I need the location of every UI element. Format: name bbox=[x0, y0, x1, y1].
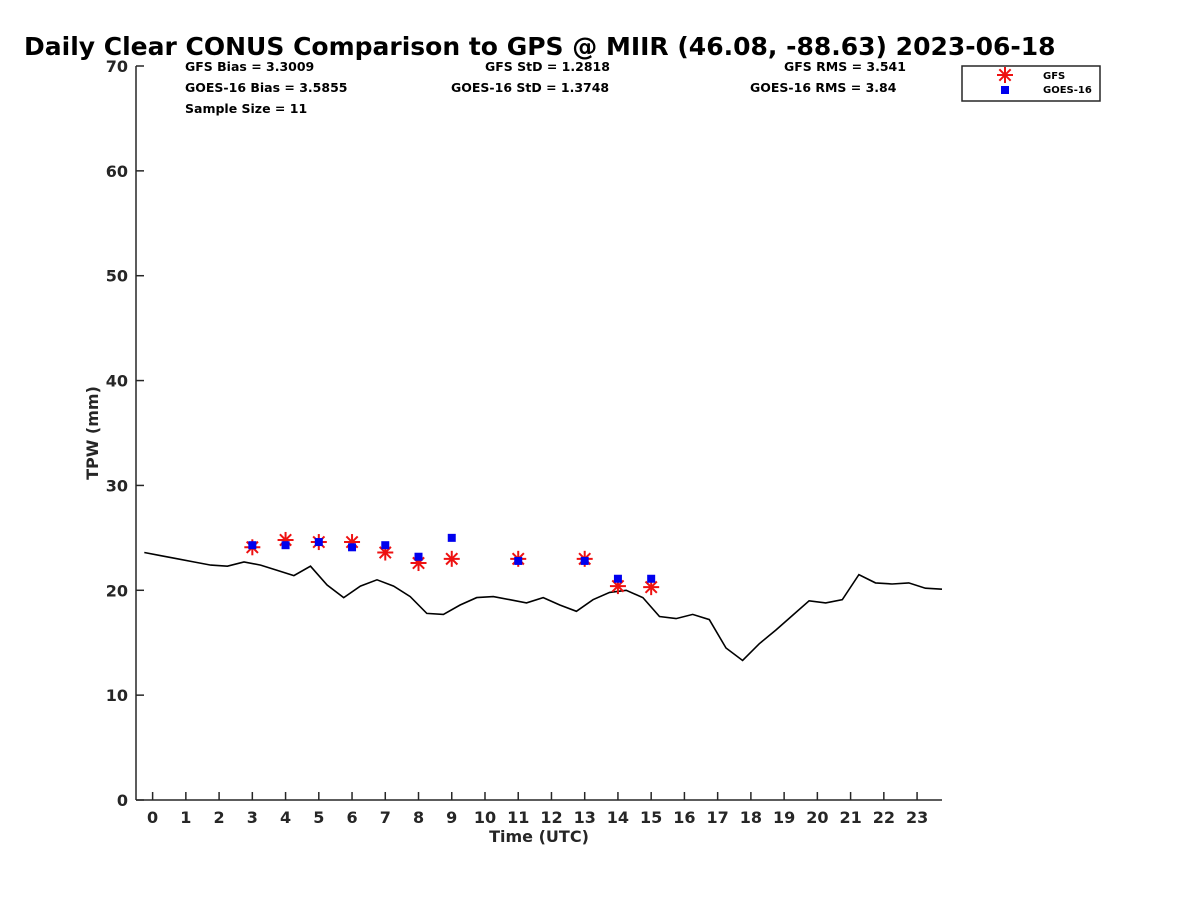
goes-bias-stat: GOES-16 Bias = 3.5855 bbox=[185, 80, 347, 95]
y-tick-label: 0 bbox=[117, 791, 128, 810]
stats-annotations: GFS Bias = 3.3009 GOES-16 Bias = 3.5855 … bbox=[185, 59, 906, 116]
x-tick-label: 10 bbox=[474, 808, 496, 827]
x-tick-label: 11 bbox=[507, 808, 529, 827]
goes-point bbox=[613, 574, 622, 583]
goes-point bbox=[414, 552, 423, 561]
y-axis-title: TPW (mm) bbox=[83, 386, 102, 480]
x-tick-label: 23 bbox=[906, 808, 928, 827]
goes-series-points bbox=[248, 533, 656, 583]
gfs-std-stat: GFS StD = 1.2818 bbox=[485, 59, 610, 74]
y-tick-label: 20 bbox=[106, 581, 128, 600]
goes-point bbox=[281, 541, 290, 550]
x-axis-title: Time (UTC) bbox=[489, 827, 589, 846]
goes-point bbox=[381, 541, 390, 550]
x-tick-label: 3 bbox=[247, 808, 258, 827]
goes-point bbox=[514, 556, 523, 565]
chart-title: Daily Clear CONUS Comparison to GPS @ MI… bbox=[24, 32, 1056, 61]
y-tick-label: 60 bbox=[106, 162, 128, 181]
x-tick-label: 7 bbox=[380, 808, 391, 827]
goes-point bbox=[580, 556, 589, 565]
goes-point bbox=[314, 538, 323, 547]
x-tick-label: 16 bbox=[673, 808, 695, 827]
gps-series-line bbox=[144, 551, 943, 662]
goes-point bbox=[348, 543, 357, 552]
y-tick-label: 40 bbox=[106, 372, 128, 391]
x-tick-label: 0 bbox=[147, 808, 158, 827]
x-tick-label: 22 bbox=[873, 808, 895, 827]
legend-box bbox=[961, 65, 1101, 102]
goes-point bbox=[447, 533, 456, 542]
y-tick-label: 30 bbox=[106, 476, 128, 495]
y-axis-ticks: 0 10 20 30 40 50 60 70 bbox=[106, 57, 144, 810]
x-tick-label: 21 bbox=[839, 808, 861, 827]
legend: GFS GOES-16 bbox=[961, 65, 1101, 102]
legend-goes-label: GOES-16 bbox=[1043, 85, 1092, 96]
legend-gfs-asterisk bbox=[997, 67, 1013, 83]
goes-std-stat: GOES-16 StD = 1.3748 bbox=[451, 80, 609, 95]
gfs-point bbox=[643, 579, 660, 596]
x-tick-label: 13 bbox=[574, 808, 596, 827]
plot-frame bbox=[135, 66, 942, 801]
x-tick-label: 5 bbox=[313, 808, 324, 827]
gfs-point bbox=[443, 550, 460, 567]
x-tick-label: 19 bbox=[773, 808, 795, 827]
x-tick-label: 8 bbox=[413, 808, 424, 827]
x-tick-label: 4 bbox=[280, 808, 291, 827]
x-tick-label: 1 bbox=[180, 808, 191, 827]
x-tick-label: 14 bbox=[607, 808, 629, 827]
legend-gfs-marker bbox=[997, 67, 1013, 83]
goes-point bbox=[248, 541, 257, 550]
legend-goes-marker bbox=[1001, 86, 1009, 94]
x-tick-label: 18 bbox=[740, 808, 762, 827]
x-tick-label: 6 bbox=[346, 808, 357, 827]
y-tick-label: 10 bbox=[106, 686, 128, 705]
x-axis-ticks: 0 1 2 3 4 5 6 7 8 9 10 11 12 13 14 15 16 17 18 19 20 21 22 23 bbox=[147, 792, 928, 827]
x-tick-label: 12 bbox=[540, 808, 562, 827]
x-tick-label: 2 bbox=[214, 808, 225, 827]
gfs-bias-stat: GFS Bias = 3.3009 bbox=[185, 59, 314, 74]
goes-point bbox=[647, 574, 656, 583]
y-tick-label: 70 bbox=[106, 57, 128, 76]
x-tick-label: 17 bbox=[707, 808, 729, 827]
x-tick-label: 20 bbox=[806, 808, 828, 827]
legend-gfs-label: GFS bbox=[1043, 71, 1065, 82]
sample-size-stat: Sample Size = 11 bbox=[185, 101, 307, 116]
x-tick-label: 9 bbox=[446, 808, 457, 827]
y-tick-label: 50 bbox=[106, 267, 128, 286]
gfs-rms-stat: GFS RMS = 3.541 bbox=[784, 59, 906, 74]
x-tick-label: 15 bbox=[640, 808, 662, 827]
goes-rms-stat: GOES-16 RMS = 3.84 bbox=[750, 80, 897, 95]
